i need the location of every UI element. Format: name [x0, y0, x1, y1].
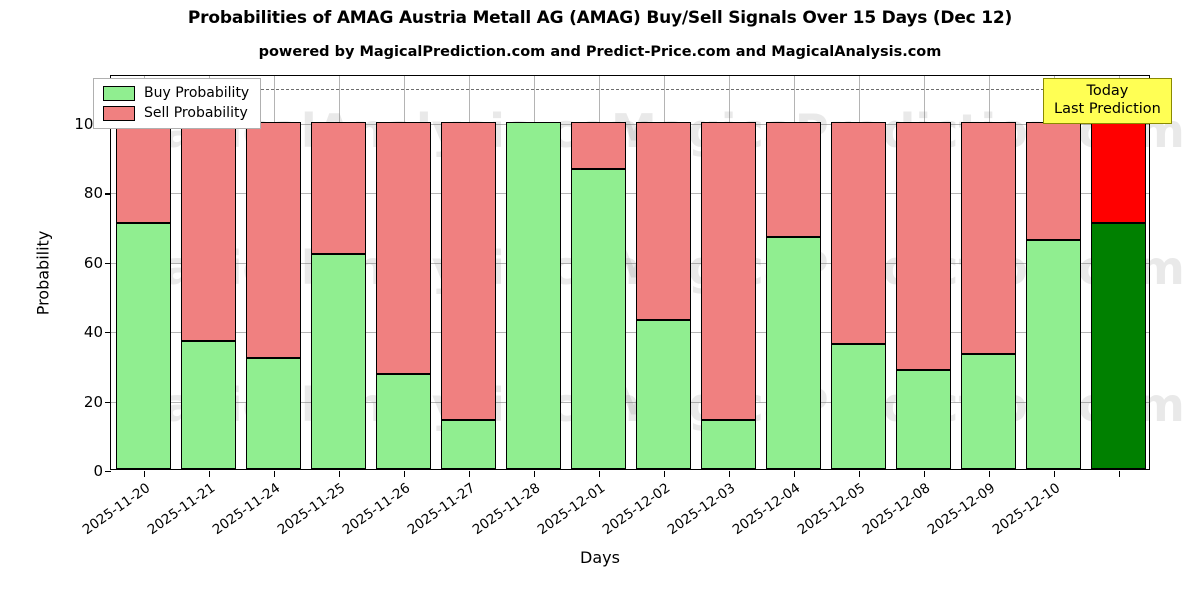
- bar-group[interactable]: [440, 74, 497, 469]
- bar-segment-buy[interactable]: [115, 222, 172, 469]
- y-tick-label: 20: [83, 392, 103, 411]
- chart-title: Probabilities of AMAG Austria Metall AG …: [187, 8, 1013, 28]
- bar-group[interactable]: [115, 74, 172, 469]
- bar-segment-buy[interactable]: [375, 373, 432, 469]
- legend-item-sell: Sell Probability: [103, 105, 249, 121]
- bar-group[interactable]: [830, 74, 887, 469]
- x-tick-mark: [598, 471, 600, 477]
- bar-group[interactable]: [180, 74, 237, 469]
- bar-group[interactable]: [635, 74, 692, 469]
- bar-today[interactable]: [1090, 74, 1147, 469]
- threshold-dashed-line: [111, 89, 1149, 91]
- x-tick-mark: [728, 471, 730, 477]
- gridline-horizontal: [111, 401, 1149, 403]
- chart-legend: Buy Probability Sell Probability: [93, 78, 262, 129]
- x-tick-mark: [468, 471, 470, 477]
- gridline-horizontal: [111, 193, 1149, 195]
- bar-segment-buy[interactable]: [505, 122, 562, 469]
- legend-label-sell: Sell Probability: [144, 105, 248, 121]
- y-tick-label: 80: [83, 184, 103, 203]
- bar-segment-buy[interactable]: [310, 253, 367, 469]
- x-axis-label: Days: [580, 548, 620, 567]
- bar-segment-buy[interactable]: [700, 420, 757, 469]
- y-tick-label: 60: [83, 253, 103, 272]
- bar-segment-sell[interactable]: [830, 122, 887, 345]
- gridline-horizontal: [111, 124, 1149, 125]
- y-tick-mark: [105, 401, 111, 403]
- x-tick-mark: [338, 471, 340, 477]
- bar-group[interactable]: [960, 74, 1017, 469]
- x-tick-mark: [1053, 471, 1055, 477]
- bar-segment-buy[interactable]: [245, 357, 302, 469]
- y-tick-label: 40: [83, 323, 103, 342]
- x-tick-mark: [273, 471, 275, 477]
- y-tick-mark: [105, 262, 111, 264]
- bar-segment-sell[interactable]: [245, 122, 302, 358]
- bar-segment-sell[interactable]: [115, 122, 172, 223]
- x-tick-mark: [858, 471, 860, 477]
- bar-segment-buy[interactable]: [1090, 222, 1147, 469]
- y-tick-mark: [105, 193, 111, 195]
- legend-label-buy: Buy Probability: [144, 85, 250, 101]
- bar-segment-sell[interactable]: [765, 122, 822, 237]
- plot-area: MagicalAnalysis.comMagicaPrediction.comM…: [34, 75, 1185, 538]
- bar-group[interactable]: [375, 74, 432, 469]
- bar-segment-sell[interactable]: [960, 122, 1017, 355]
- bar-group[interactable]: [700, 74, 757, 469]
- x-tick-mark: [533, 471, 535, 477]
- bar-group[interactable]: [245, 74, 302, 469]
- bar-group[interactable]: [895, 74, 952, 469]
- gridline-horizontal: [111, 332, 1149, 334]
- y-tick-mark: [105, 471, 111, 473]
- legend-swatch-sell: [103, 105, 135, 121]
- bars-layer: [111, 76, 1149, 469]
- bar-segment-sell[interactable]: [1090, 122, 1147, 223]
- bar-segment-sell[interactable]: [700, 122, 757, 421]
- y-axis-label: Probability: [33, 230, 53, 315]
- x-tick-mark: [143, 471, 145, 477]
- bar-segment-sell[interactable]: [310, 122, 367, 254]
- x-tick-mark: [208, 471, 210, 477]
- today-annotation: Today Last Prediction: [1043, 78, 1172, 125]
- legend-item-buy: Buy Probability: [103, 85, 249, 101]
- bar-group[interactable]: [505, 74, 562, 469]
- today-annotation-line2: Last Prediction: [1054, 100, 1161, 117]
- bar-group[interactable]: [1025, 74, 1082, 469]
- x-tick-mark: [1118, 471, 1120, 477]
- bar-group[interactable]: [765, 74, 822, 469]
- bar-segment-sell[interactable]: [570, 122, 627, 169]
- bar-segment-buy[interactable]: [895, 370, 952, 469]
- bar-segment-sell[interactable]: [375, 122, 432, 374]
- bar-segment-buy[interactable]: [570, 168, 627, 469]
- bar-segment-sell[interactable]: [440, 122, 497, 421]
- bar-segment-buy[interactable]: [960, 354, 1017, 469]
- x-tick-mark: [793, 471, 795, 477]
- gridline-horizontal: [111, 262, 1149, 264]
- bar-group[interactable]: [310, 74, 367, 469]
- bar-group[interactable]: [570, 74, 627, 469]
- bar-segment-sell[interactable]: [1025, 122, 1082, 240]
- today-annotation-line1: Today: [1086, 83, 1129, 99]
- y-tick-mark: [105, 332, 111, 334]
- bar-segment-buy[interactable]: [180, 340, 237, 469]
- y-tick-label: 0: [93, 462, 103, 480]
- legend-swatch-buy: [103, 85, 135, 101]
- bar-segment-sell[interactable]: [895, 122, 952, 371]
- bar-segment-sell[interactable]: [635, 122, 692, 320]
- x-tick-mark: [923, 471, 925, 477]
- bar-segment-buy[interactable]: [830, 344, 887, 469]
- x-tick-mark: [988, 471, 990, 477]
- bar-segment-buy[interactable]: [440, 420, 497, 469]
- chart-subtitle: powered by MagicalPrediction.com and Pre…: [258, 44, 942, 60]
- x-tick-mark: [663, 471, 665, 477]
- bar-segment-buy[interactable]: [765, 236, 822, 469]
- bar-segment-buy[interactable]: [635, 319, 692, 469]
- bar-segment-sell[interactable]: [180, 122, 237, 341]
- x-tick-mark: [403, 471, 405, 477]
- bar-segment-buy[interactable]: [1025, 239, 1082, 469]
